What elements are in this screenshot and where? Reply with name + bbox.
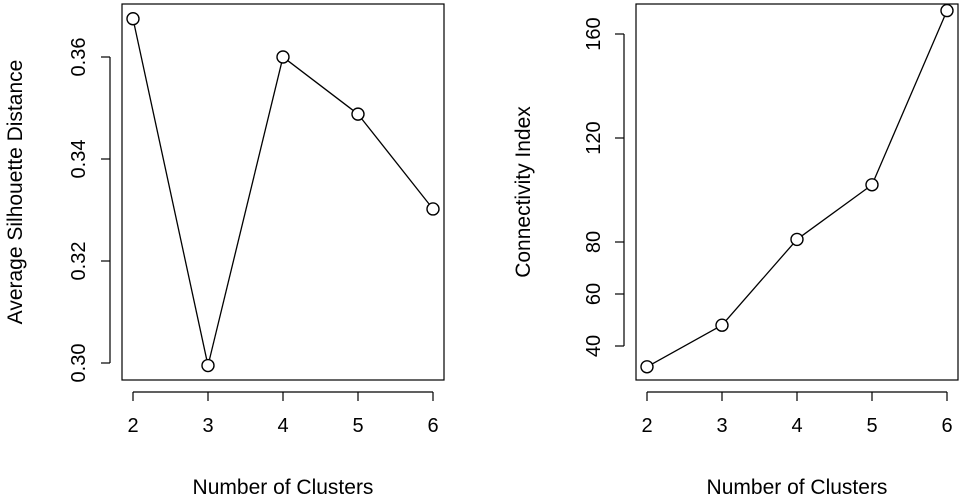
data-point <box>865 178 879 192</box>
x-tick-label: 4 <box>277 415 288 437</box>
chart-panel-1: 2 3 4 5 6 0.30 0.32 0.34 0.36 Number of Clusters A… <box>4 3 445 499</box>
data-point <box>426 202 440 216</box>
series-line-segment <box>361 118 430 205</box>
y-axis-title: Average Silhouette Distance <box>4 60 27 325</box>
data-point <box>126 12 140 26</box>
y-tick-label: 0.36 <box>68 38 90 77</box>
x-axis-title: Number of Clusters <box>193 476 374 499</box>
y-tick-label: 160 <box>583 17 605 50</box>
series-line-segment <box>133 24 208 360</box>
y-tick-label: 0.32 <box>68 242 90 281</box>
data-point <box>276 50 290 64</box>
x-axis-title: Number of Clusters <box>707 476 888 499</box>
data-point <box>201 358 215 373</box>
plot-frame <box>635 3 959 381</box>
y-axis-title: Connectivity Index <box>512 106 535 278</box>
x-tick-label: 6 <box>427 415 438 437</box>
x-tick-label: 2 <box>641 415 652 437</box>
plot-frame <box>121 3 445 381</box>
chart-panel-2: 2 3 4 5 6 40 60 80 120 160 Number of Clusters Conne… <box>512 3 959 499</box>
y-tick-label: 40 <box>583 335 605 357</box>
series-line-segment <box>287 60 354 111</box>
data-point <box>640 360 654 374</box>
y-tick-label: 60 <box>583 283 605 305</box>
y-tick-label: 80 <box>583 231 605 253</box>
data-point <box>940 3 954 18</box>
y-tick-label: 0.34 <box>68 140 90 179</box>
x-tick-label: 4 <box>791 415 802 437</box>
x-tick-label: 3 <box>716 415 727 437</box>
data-point <box>715 318 729 332</box>
data-point <box>351 107 365 121</box>
series-line-segment <box>873 16 946 180</box>
series-line-segment <box>208 63 283 360</box>
series-line-segment <box>801 188 868 237</box>
data-point <box>790 232 804 247</box>
series-line-segment <box>652 327 717 365</box>
y-tick-label: 0.30 <box>68 344 90 383</box>
x-tick-label: 2 <box>127 415 138 437</box>
x-tick-label: 5 <box>352 415 363 437</box>
x-tick-label: 6 <box>941 415 952 437</box>
series-line-segment <box>725 243 794 321</box>
y-tick-label: 120 <box>583 121 605 154</box>
x-tick-label: 5 <box>866 415 877 437</box>
x-tick-label: 3 <box>202 415 213 437</box>
